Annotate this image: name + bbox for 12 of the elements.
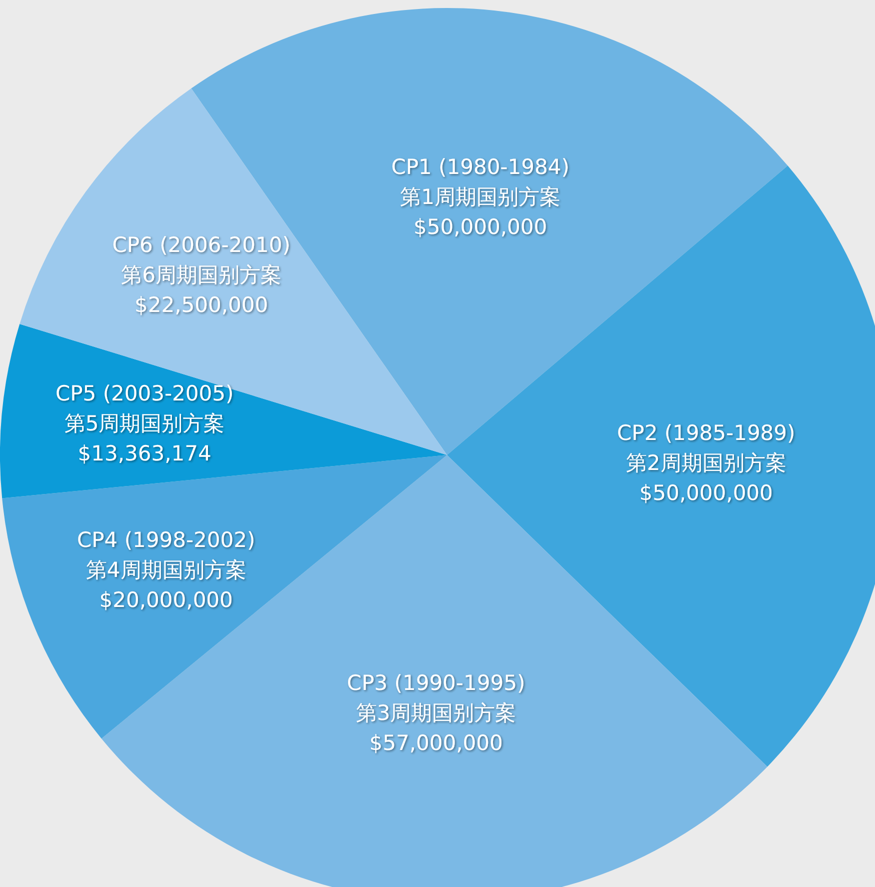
data-label: $13,363,174 bbox=[78, 441, 212, 466]
data-label: $20,000,000 bbox=[99, 588, 233, 612]
slice-label: CP6 (2006-2010) 第6周期国别方案 bbox=[112, 232, 290, 287]
slice-label: CP3 (1990-1995) 第3周期国别方案 bbox=[346, 670, 526, 725]
data-label: $50,000,000 bbox=[639, 480, 773, 505]
data-label: $22,500,000 bbox=[134, 292, 268, 317]
slice-label: CP4 (1998-2002) 第4周期国别方案 bbox=[76, 528, 256, 582]
slice-label: CP5 (2003-2005) 第5周期国别方案 bbox=[55, 381, 234, 436]
slice-label: CP2 (1985-1989) 第2周期国别方案 bbox=[617, 420, 796, 475]
data-label: $50,000,000 bbox=[414, 214, 548, 239]
slice-label: CP1 (1980-1984) 第1周期国别方案 bbox=[391, 154, 570, 209]
data-label: $57,000,000 bbox=[369, 730, 503, 755]
